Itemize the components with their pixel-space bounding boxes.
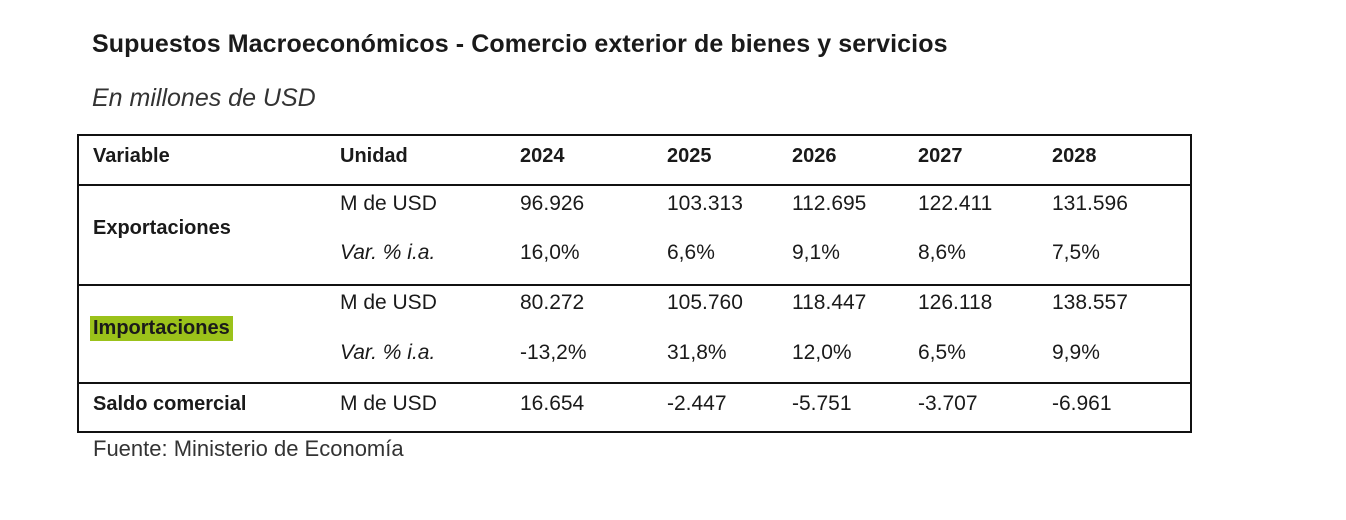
value-saldo-2025: -2.447 [667,392,727,415]
value-importaciones-2025: 105.760 [667,291,743,314]
value-saldo-2027: -3.707 [918,392,978,415]
var-exportaciones-2026: 9,1% [792,241,840,264]
unit-exportaciones-var: Var. % i.a. [340,241,436,264]
var-importaciones-2027: 6,5% [918,341,966,364]
page-title: Supuestos Macroeconómicos - Comercio ext… [92,30,948,58]
header-year-2026: 2026 [792,145,837,167]
value-exportaciones-2026: 112.695 [792,192,867,215]
source-note: Fuente: Ministerio de Economía [93,436,404,461]
header-year-2027: 2027 [918,145,963,167]
value-exportaciones-2024: 96.926 [520,192,585,215]
page-subtitle: En millones de USD [92,84,316,112]
value-saldo-2026: -5.751 [792,392,852,415]
value-importaciones-2024: 80.272 [520,291,585,314]
value-importaciones-2028: 138.557 [1052,291,1128,314]
header-year-2024: 2024 [520,145,565,167]
var-exportaciones-2025: 6,6% [667,241,715,264]
var-exportaciones-2028: 7,5% [1052,241,1100,264]
var-importaciones-2025: 31,8% [667,341,727,364]
var-exportaciones-2027: 8,6% [918,241,966,264]
value-exportaciones-2025: 103.313 [667,192,743,215]
data-table: Variable Unidad 2024 2025 2026 2027 2028… [77,134,1192,433]
header-divider [79,184,1190,186]
var-importaciones-2024: -13,2% [520,341,587,364]
var-importaciones-2026: 12,0% [792,341,852,364]
value-importaciones-2027: 126.118 [918,291,993,314]
header-year-2028: 2028 [1052,145,1097,167]
header-variable: Variable [93,145,170,167]
header-unit: Unidad [340,145,408,167]
value-saldo-2024: 16.654 [520,392,585,415]
unit-importaciones-musd: M de USD [340,291,437,314]
value-exportaciones-2028: 131.596 [1052,192,1128,215]
unit-exportaciones-musd: M de USD [340,192,437,215]
variable-importaciones: Importaciones [90,316,233,341]
group-divider-2 [79,382,1190,384]
variable-exportaciones: Exportaciones [93,217,231,239]
value-exportaciones-2027: 122.411 [918,192,993,215]
group-divider-1 [79,284,1190,286]
unit-importaciones-var: Var. % i.a. [340,341,436,364]
variable-importaciones-highlight: Importaciones [90,316,233,341]
unit-saldo-musd: M de USD [340,392,437,415]
var-exportaciones-2024: 16,0% [520,241,580,264]
var-importaciones-2028: 9,9% [1052,341,1100,364]
value-saldo-2028: -6.961 [1052,392,1112,415]
value-importaciones-2026: 118.447 [792,291,867,314]
header-year-2025: 2025 [667,145,712,167]
variable-saldo-comercial: Saldo comercial [93,393,247,415]
